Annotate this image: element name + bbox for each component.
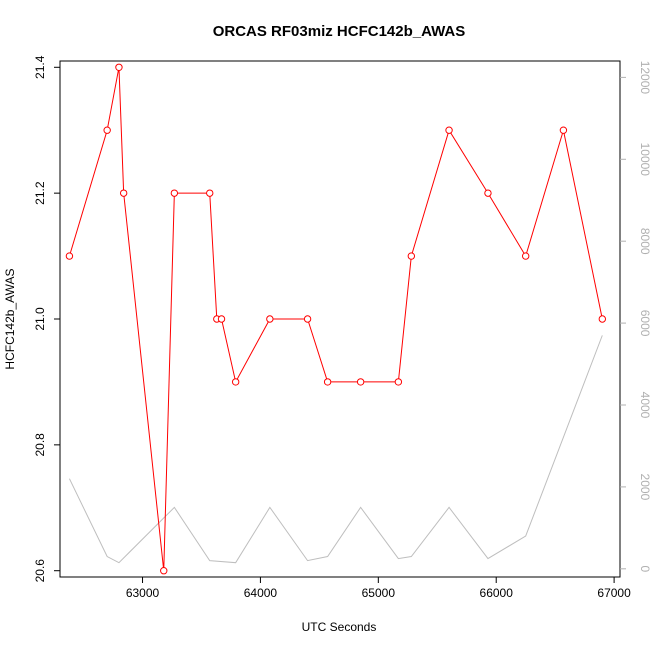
data-point [65, 252, 74, 260]
y-tick-label: 21.0 [33, 307, 47, 331]
data-point [119, 189, 128, 197]
data-point [521, 252, 530, 260]
y2-tick-label: 8000 [638, 228, 650, 255]
data-point [231, 378, 240, 386]
data-point [598, 315, 607, 323]
x-tick-label: 63000 [126, 586, 160, 600]
y2-tick-label: 0 [638, 565, 650, 572]
y-tick-label: 21.4 [33, 55, 47, 79]
y-axis-left: 20.6 20.8 21.0 21.2 21.4 [33, 55, 60, 582]
y2-tick-label: 2000 [638, 474, 650, 501]
primary-series-line [68, 67, 603, 571]
y2-tick-label: 10000 [638, 143, 650, 177]
y2-tick-label: 12000 [638, 61, 650, 95]
x-tick-label: 64000 [244, 586, 278, 600]
x-axis-label: UTC Seconds [302, 620, 377, 634]
y2-tick-label: 4000 [638, 392, 650, 419]
series-secondary [68, 335, 603, 564]
x-tick-label: 66000 [480, 586, 514, 600]
data-point [303, 315, 312, 323]
data-point [206, 189, 214, 197]
data-point [356, 378, 365, 386]
data-point [115, 63, 123, 71]
data-point [170, 189, 179, 197]
data-point [484, 189, 492, 197]
x-tick-label: 67000 [597, 586, 631, 600]
y-axis-right: 0 2000 4000 6000 8000 10000 12000 [620, 61, 650, 572]
x-tick-label: 65000 [362, 586, 396, 600]
data-point [445, 126, 453, 134]
plot-frame [59, 60, 621, 578]
secondary-series-line [68, 335, 603, 564]
data-point [407, 252, 416, 260]
chart-title: ORCAS RF03miz HCFC142b_AWAS [213, 23, 466, 40]
y-tick-label: 20.6 [33, 559, 47, 583]
y-axis-label: HCFC142b_AWAS [3, 268, 17, 369]
data-point [323, 378, 332, 386]
data-point [266, 315, 274, 323]
y-tick-label: 20.8 [33, 433, 47, 457]
series-primary [65, 63, 607, 575]
data-point [217, 315, 226, 323]
data-point [559, 126, 568, 134]
y-tick-label: 21.2 [33, 181, 47, 205]
x-axis: 63000 64000 65000 66000 67000 [126, 577, 631, 600]
data-point [394, 378, 403, 386]
y2-tick-label: 6000 [638, 310, 650, 337]
data-point [160, 567, 168, 575]
data-point [103, 126, 111, 134]
